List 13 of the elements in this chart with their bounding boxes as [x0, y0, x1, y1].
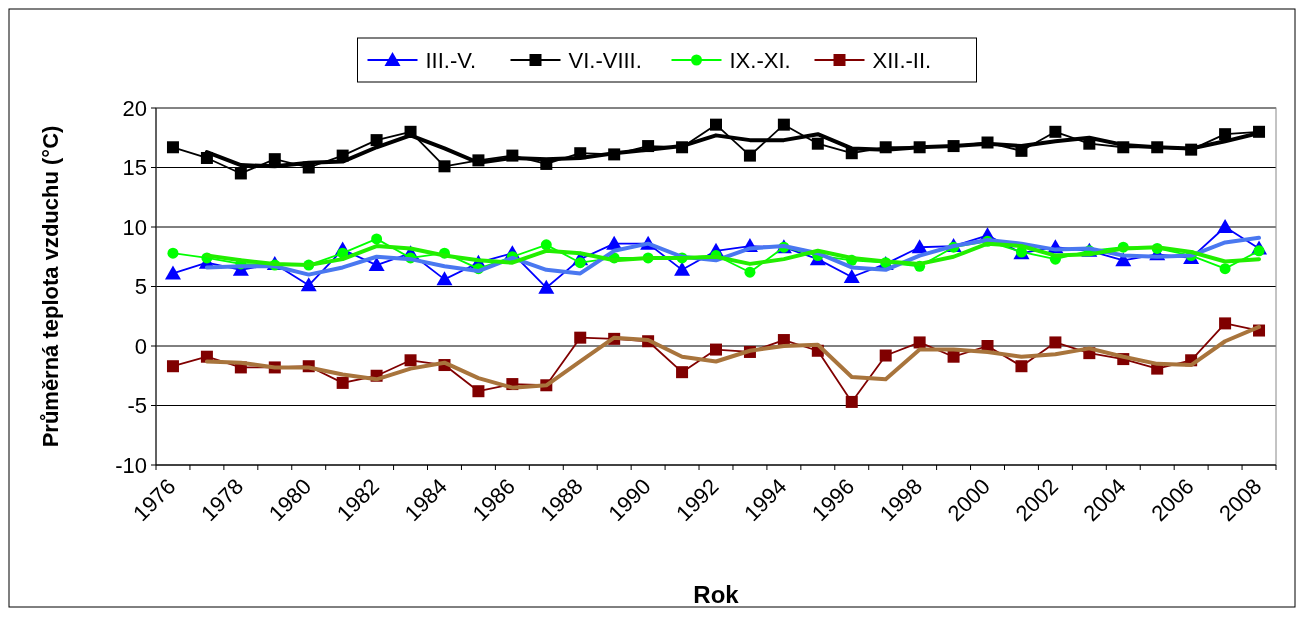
y-tick-label: -5 [127, 393, 147, 419]
y-tick-label: 5 [134, 274, 147, 300]
y-tick-label: 20 [122, 95, 147, 121]
legend-label: XII.-II. [872, 47, 932, 73]
legend-label: III.-V. [425, 47, 477, 73]
y-tick-label: 10 [122, 214, 147, 240]
legend-label: VI.-VIII. [568, 47, 642, 73]
x-axis-title: Rok [693, 581, 740, 608]
y-tick-label: -10 [115, 452, 147, 478]
legend-label: IX.-XI. [729, 47, 791, 73]
y-axis-title: Průměrná teplota vzduchu (°C) [38, 125, 63, 448]
y-tick-label: 0 [134, 333, 147, 359]
y-tick-label: 15 [122, 155, 147, 181]
